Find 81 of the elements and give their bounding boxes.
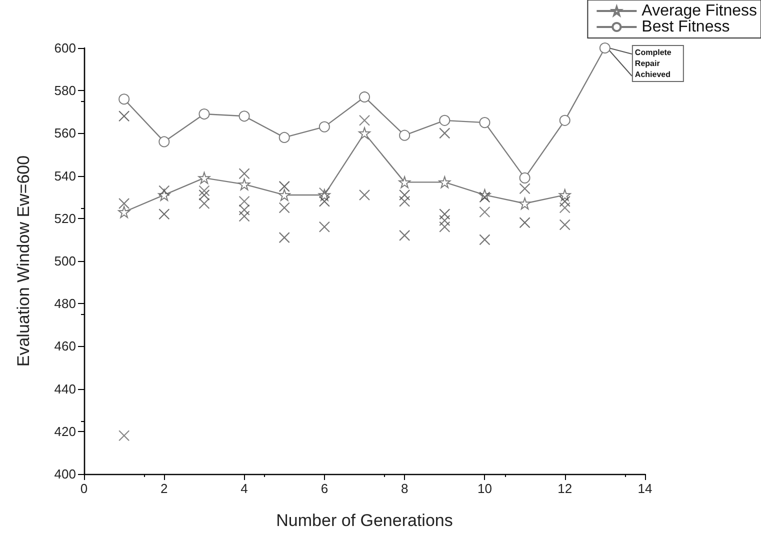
point	[358, 127, 370, 140]
x-tick-label: 4	[240, 481, 248, 496]
point	[519, 183, 530, 194]
annotation: Complete Repair Achieved	[634, 48, 674, 79]
point	[519, 172, 530, 184]
point	[559, 202, 570, 214]
point	[238, 168, 250, 180]
point	[158, 185, 170, 196]
point	[198, 108, 210, 120]
point	[438, 176, 451, 188]
point	[118, 206, 130, 218]
point	[278, 188, 290, 201]
point	[118, 430, 130, 442]
point	[118, 94, 130, 105]
y-tick-label: 460	[54, 338, 76, 354]
point	[599, 42, 610, 54]
point	[359, 91, 370, 102]
x-tick-label: 0	[80, 481, 88, 496]
point	[399, 189, 410, 201]
point	[398, 176, 411, 188]
point	[479, 117, 490, 128]
point	[559, 219, 570, 230]
point	[439, 128, 450, 139]
point	[238, 178, 250, 190]
legend-label: Average Fitness	[642, 2, 758, 20]
x-tick-label: 2	[160, 481, 168, 496]
point	[318, 121, 330, 132]
point	[439, 221, 450, 232]
y-tick-label: 500	[54, 254, 76, 268]
y-tick-label: 400	[54, 466, 76, 482]
point	[278, 202, 290, 214]
legend-label: Best Fitness	[642, 18, 730, 36]
point	[399, 130, 410, 141]
y-axis-title: Evaluation Window Ew=600	[14, 155, 33, 367]
point	[118, 110, 130, 122]
point	[238, 204, 250, 216]
point	[558, 188, 571, 201]
point	[238, 196, 250, 207]
point	[399, 196, 410, 207]
x-tick-label: 12	[558, 481, 572, 496]
point	[358, 114, 370, 126]
point	[198, 172, 210, 184]
point	[118, 198, 130, 210]
point	[518, 197, 531, 210]
y-tick-label: 420	[54, 424, 76, 439]
point	[238, 210, 250, 222]
point	[198, 189, 210, 201]
point	[439, 214, 450, 226]
y-tick-label: 440	[54, 381, 76, 396]
point	[278, 132, 290, 143]
point	[158, 136, 170, 148]
y-tick-label: 520	[54, 210, 76, 226]
point	[479, 206, 490, 218]
y-tick-label: 600	[54, 40, 76, 56]
point	[318, 187, 330, 198]
point	[158, 208, 170, 220]
point	[198, 198, 210, 210]
point	[318, 221, 330, 232]
point	[479, 192, 490, 203]
point	[278, 232, 290, 244]
point	[519, 217, 530, 228]
point	[479, 234, 490, 246]
point	[559, 196, 570, 207]
x-tick-label: 8	[400, 481, 408, 496]
point	[318, 196, 330, 207]
point	[238, 110, 250, 122]
y-tick-label: 540	[54, 168, 76, 184]
x-axis-title: Number of Generations	[276, 511, 453, 530]
point	[278, 180, 290, 192]
x-tick-label: 14	[638, 481, 652, 496]
point	[439, 208, 450, 220]
y-tick-label: 480	[54, 296, 76, 312]
y-tick-label: 560	[54, 126, 76, 141]
point	[559, 114, 570, 126]
point	[198, 185, 210, 196]
point	[358, 189, 370, 201]
point	[439, 114, 450, 126]
y-tick-label: 580	[54, 83, 76, 98]
x-tick-label: 6	[320, 481, 328, 496]
x-tick-label: 10	[477, 481, 492, 496]
point	[399, 230, 410, 241]
